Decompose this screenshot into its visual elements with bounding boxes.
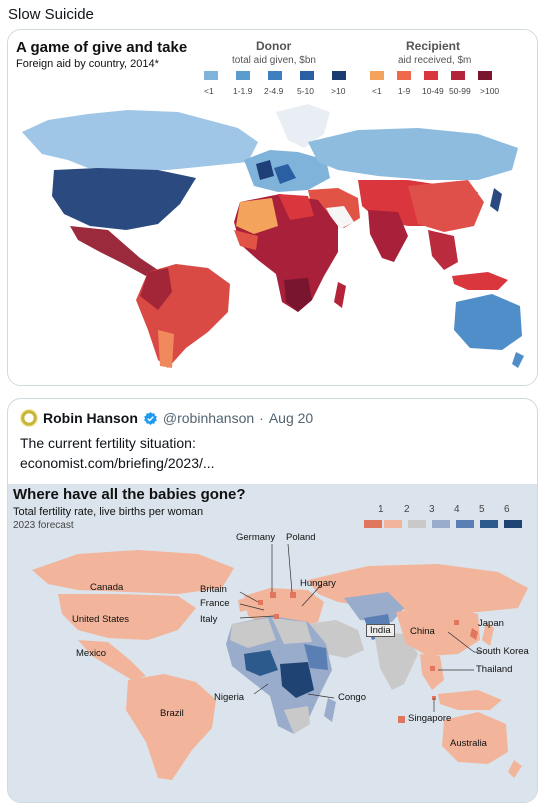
fert-legend-5: 5 (479, 504, 485, 515)
recipient-swatch-3 (424, 71, 438, 80)
recipient-swatch-1 (370, 71, 384, 80)
hungary-marker (298, 604, 304, 610)
label-france: France (200, 598, 230, 609)
quote-header: Robin Hanson @robinhanson · Aug 20 (20, 409, 313, 427)
label-mexico: Mexico (76, 648, 107, 659)
fert-swatch-2 (384, 520, 402, 528)
fert-swatch-6 (480, 520, 498, 528)
label-britain: Britain (200, 584, 227, 595)
donor-legend-sub: total aid given, $bn (232, 55, 316, 66)
fertility-map-image[interactable]: Where have all the babies gone? Total fe… (8, 484, 537, 802)
label-singapore: Singapore (408, 713, 452, 724)
recipient-label-1: <1 (372, 86, 382, 96)
label-poland: Poland (286, 532, 316, 543)
avatar[interactable] (20, 409, 38, 427)
label-australia: Australia (450, 738, 487, 749)
recipient-legend-header: Recipient (406, 39, 461, 53)
label-brazil: Brazil (160, 708, 184, 719)
author-handle[interactable]: @robinhanson (162, 410, 255, 426)
separator-dot: · (259, 410, 264, 426)
fert-legend-6: 6 (504, 504, 510, 515)
recipient-swatch-5 (478, 71, 492, 80)
article-link[interactable]: economist.com/briefing/2023/... (20, 455, 215, 471)
south-korea-marker (454, 620, 459, 625)
recipient-label-3: 10-49 (422, 86, 444, 96)
label-congo: Congo (338, 692, 366, 703)
recipient-swatch-4 (451, 71, 465, 80)
fert-swatch-5 (456, 520, 474, 528)
donor-swatch-1 (204, 71, 218, 80)
fert-swatch-4 (432, 520, 450, 528)
singapore-key-square (398, 716, 405, 723)
quote-text: The current fertility situation: (20, 435, 196, 451)
quoted-post[interactable]: Robin Hanson @robinhanson · Aug 20 The c… (7, 398, 538, 803)
france-marker (264, 608, 269, 613)
thailand-marker (430, 666, 435, 671)
verified-badge-icon (144, 411, 157, 425)
recipient-swatch-2 (397, 71, 411, 80)
aid-world-map (8, 30, 537, 385)
recipient-label-2: 1-9 (398, 86, 411, 96)
label-germany: Germany (236, 532, 276, 543)
quote-body: The current fertility situation: economi… (20, 433, 215, 473)
donor-label-3: 2-4.9 (264, 86, 284, 96)
label-india: India (366, 624, 395, 637)
fertility-map-note: 2023 forecast (13, 520, 74, 531)
label-thailand: Thailand (476, 664, 513, 675)
author-name[interactable]: Robin Hanson (43, 410, 138, 426)
label-italy: Italy (200, 614, 218, 625)
britain-marker (258, 600, 263, 605)
poland-marker (290, 592, 296, 598)
fert-legend-1: 1 (378, 504, 384, 515)
recipient-legend-sub: aid received, $m (398, 55, 472, 66)
donor-swatch-3 (268, 71, 282, 80)
label-china: China (410, 626, 435, 637)
donor-swatch-2 (236, 71, 250, 80)
aid-map-subtitle: Foreign aid by country, 2014* (16, 58, 159, 70)
fert-swatch-1 (364, 520, 382, 528)
recipient-label-5: >100 (480, 86, 500, 96)
label-south-korea: South Korea (476, 646, 529, 657)
fertility-world-map (8, 484, 537, 802)
fertility-map-title: Where have all the babies gone? (13, 486, 246, 503)
label-united-states: United States (72, 614, 130, 625)
label-canada: Canada (90, 582, 124, 593)
donor-swatch-5 (332, 71, 346, 80)
aid-map-title: A game of give and take (16, 39, 188, 56)
fertility-map-subtitle: Total fertility rate, live births per wo… (13, 506, 204, 518)
label-nigeria: Nigeria (214, 692, 245, 703)
aid-map-image[interactable]: A game of give and take Foreign aid by c… (7, 29, 538, 386)
donor-label-5: >10 (331, 86, 346, 96)
fert-swatch-7 (504, 520, 522, 528)
germany-marker (270, 592, 276, 598)
fert-legend-4: 4 (454, 504, 460, 515)
fert-legend-2: 2 (404, 504, 410, 515)
label-japan: Japan (478, 618, 504, 629)
fert-legend-3: 3 (429, 504, 435, 515)
donor-label-4: 5-10 (297, 86, 315, 96)
fert-swatch-3 (408, 520, 426, 528)
donor-legend-header: Donor (256, 39, 292, 53)
donor-swatch-4 (300, 71, 314, 80)
label-hungary: Hungary (300, 578, 336, 589)
donor-label-2: 1-1.9 (233, 86, 253, 96)
recipient-label-4: 50-99 (449, 86, 471, 96)
donor-label-1: <1 (204, 86, 214, 96)
post-date[interactable]: Aug 20 (268, 410, 314, 426)
italy-marker (274, 614, 279, 619)
post-text: Slow Suicide (8, 6, 94, 23)
